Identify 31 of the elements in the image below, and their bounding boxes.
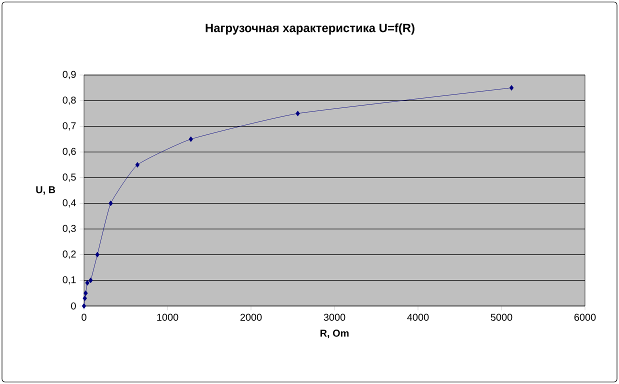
point [509,85,514,91]
y-tick-label: 0,4 [62,199,76,208]
x-tick-label: 2000 [240,314,262,321]
point [85,280,90,286]
x-tick-label: 6000 [574,314,596,321]
point [188,136,194,142]
y-tick-label: 0,3 [62,224,76,234]
point [84,290,88,296]
point [95,252,100,258]
x-tick-label: 0 [82,314,86,321]
point [108,200,113,206]
x-tick-label: 1000 [157,314,178,321]
chart-title: Нагрузочная характеристика U=f(R) [206,23,414,35]
y-tick-label: 0,6 [62,148,76,156]
x-axis-title: R, Om [320,330,349,338]
point [82,296,87,302]
x-tick-label: 4000 [407,314,429,321]
point [135,162,140,168]
y-tick-label: 0,8 [62,96,76,105]
y-tick-label: 0,9 [62,70,76,80]
y-tick-label: 0 [71,302,76,310]
point [82,303,86,309]
y-tick-label: 0,1 [62,276,76,284]
y-tick-label: 0,7 [62,122,76,130]
y-axis-title: U, B [36,186,56,195]
y-tick-label: 0,5 [62,174,76,182]
point [296,110,300,116]
y-tick-label: 0,2 [62,250,76,259]
point [88,278,93,284]
x-tick-label: 3000 [324,314,346,321]
x-tick-label: 5000 [490,314,512,321]
